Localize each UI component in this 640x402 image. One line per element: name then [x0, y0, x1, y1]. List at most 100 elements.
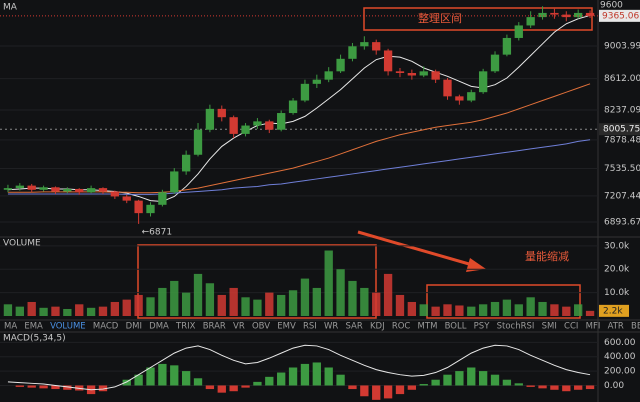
indicator-tab[interactable]: BBW	[631, 322, 640, 332]
candle-body	[419, 71, 428, 76]
candle-body	[63, 188, 72, 192]
macd-bar	[372, 385, 381, 400]
volume-bar	[170, 280, 179, 316]
marker-box	[599, 123, 640, 136]
macd-bar	[205, 385, 215, 390]
candle-body	[383, 50, 393, 72]
candle-body	[265, 121, 274, 130]
candle-body	[372, 42, 381, 51]
y-tick-label: 0.00	[604, 381, 624, 391]
indicator-tab[interactable]: PSY	[474, 322, 491, 332]
macd-bar	[51, 385, 60, 390]
volume-bar	[490, 301, 500, 316]
volume-bar	[39, 307, 48, 316]
volume-bar	[550, 304, 559, 316]
volume-bar	[146, 297, 155, 316]
y-tick-label: 7207.44	[604, 191, 640, 201]
candle-body	[146, 204, 155, 214]
macd-bar	[158, 363, 167, 386]
y-tick-label: 7535.50	[604, 164, 640, 174]
indicator-tab[interactable]: VR	[233, 322, 245, 332]
indicator-tab[interactable]: BOLL	[445, 322, 467, 332]
indicator-tab[interactable]: DMA	[149, 322, 169, 332]
indicator-tab[interactable]: VOLUME	[50, 322, 86, 332]
candle-body	[514, 25, 523, 38]
current-price-box	[599, 9, 640, 22]
indicator-tab[interactable]: OBV	[252, 322, 270, 332]
candle-body	[170, 171, 179, 193]
macd-bar	[241, 385, 250, 388]
macd-bar	[312, 362, 321, 386]
macd-bar	[193, 378, 203, 386]
candle-body	[110, 191, 120, 197]
macd-bar	[585, 385, 595, 390]
macd-bar	[300, 363, 310, 386]
macd-bar	[490, 374, 500, 386]
candle-body	[122, 196, 131, 201]
y-tick-label: 8612.00	[604, 74, 640, 84]
volume-bar	[562, 306, 571, 316]
macd-bar	[98, 385, 108, 392]
candle-body	[550, 12, 559, 15]
candle-body	[98, 188, 108, 192]
y-tick-label: 7878.48	[604, 135, 640, 145]
candle-body	[86, 188, 96, 193]
candle-body	[229, 117, 238, 134]
indicator-tab[interactable]: MFI	[586, 322, 601, 332]
volume-bar	[585, 310, 595, 316]
indicator-tab[interactable]: CCI	[564, 322, 578, 332]
indicator-tab[interactable]: MA	[4, 322, 17, 332]
indicator-tab[interactable]: KDJ	[370, 322, 385, 332]
y-tick-label: 200.00	[604, 367, 636, 377]
macd-bar	[253, 381, 262, 386]
candle-body	[288, 100, 298, 114]
indicator-tab[interactable]: TRIX	[175, 322, 196, 332]
candle-body	[526, 17, 535, 26]
candle-body	[395, 71, 405, 73]
ma-line	[7, 139, 591, 195]
volume-label: VOLUME	[3, 239, 41, 249]
macd-bar	[550, 385, 559, 390]
candle-body	[300, 83, 310, 101]
candle-body	[348, 46, 357, 59]
indicator-tab[interactable]: DMI	[126, 322, 142, 332]
indicator-tab[interactable]: RSI	[303, 322, 317, 332]
top-price-label: 9600	[600, 1, 623, 11]
range-box	[363, 7, 593, 31]
volume-bar	[407, 301, 417, 316]
indicator-tab[interactable]: StochRSI	[497, 322, 535, 332]
volume-bar	[75, 304, 84, 316]
indicator-tab[interactable]: WR	[324, 322, 338, 332]
macd-bar	[265, 376, 274, 386]
indicator-tab[interactable]: MTM	[418, 322, 438, 332]
indicator-tab[interactable]: ATR	[608, 322, 624, 332]
indicator-tab[interactable]: SMI	[542, 322, 557, 332]
y-tick-label: 8237.09	[604, 105, 640, 115]
candle-body	[277, 113, 286, 130]
y-tick-label: 20.0k	[604, 265, 630, 275]
volume-bar	[63, 308, 72, 316]
volume-bar	[277, 294, 286, 316]
volume-bar	[217, 294, 226, 316]
candle-body	[75, 188, 84, 193]
candle-body	[336, 58, 345, 72]
macd-bar	[502, 379, 512, 386]
macd-bar	[526, 385, 535, 387]
y-tick-label: 10.0k	[604, 288, 630, 298]
candle-body	[478, 71, 488, 93]
indicator-tab[interactable]: SAR	[345, 322, 362, 332]
indicator-tab[interactable]: EMV	[277, 322, 296, 332]
macd-label: MACD(5,34,5)	[3, 334, 66, 344]
macd-bar	[467, 367, 476, 386]
candle-body	[538, 12, 547, 18]
volume-bar	[300, 278, 310, 316]
macd-bar	[478, 371, 488, 386]
volume-bar	[538, 301, 547, 316]
candle-body	[467, 92, 476, 101]
indicator-tab[interactable]: EMA	[24, 322, 43, 332]
indicator-tab[interactable]: BRAR	[203, 322, 226, 332]
indicator-tab[interactable]: MACD	[93, 322, 119, 332]
volume-bar	[27, 301, 36, 316]
macd-bar	[431, 379, 440, 386]
indicator-tab[interactable]: ROC	[392, 322, 411, 332]
